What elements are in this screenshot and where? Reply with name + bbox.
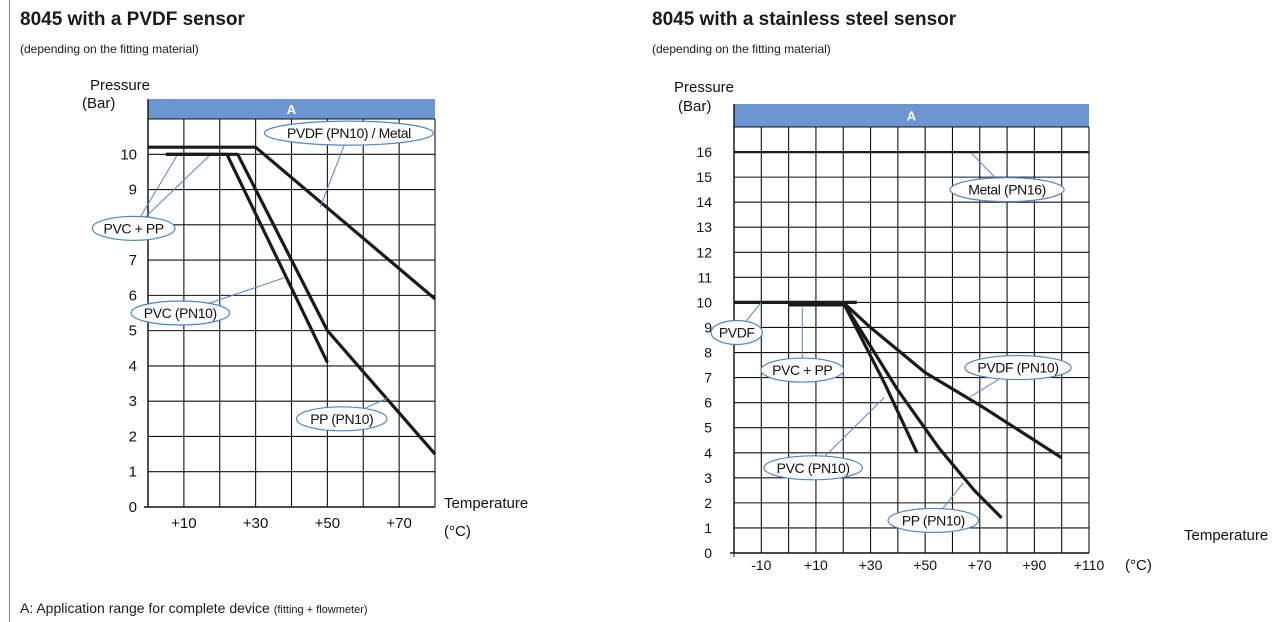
x-tick-label: +10 [804, 557, 828, 573]
y-tick-label: 0 [704, 545, 712, 561]
band-label: A [907, 109, 917, 124]
callout-oval [760, 357, 845, 383]
chart-pvdf-sensor: A012345678910+10+30+50+70Pressure(Bar)Te… [82, 77, 528, 540]
x-tick-label: +30 [859, 557, 883, 573]
callout-oval [263, 120, 434, 146]
x-tick-label: +50 [913, 557, 937, 573]
y-tick-label: 2 [129, 428, 137, 445]
callout-oval [949, 177, 1065, 203]
callout-oval [763, 455, 863, 481]
x-tick-label: +10 [171, 515, 196, 532]
y-tick-label: 4 [704, 445, 712, 461]
y-tick-label: 4 [129, 358, 137, 375]
y-tick-label: 1 [704, 520, 712, 536]
y-tick-label: 6 [704, 395, 712, 411]
callout-label: PVC + PP [772, 362, 832, 378]
series-line [165, 152, 437, 456]
callout-label: PP (PN10) [902, 512, 965, 528]
callout-oval [710, 319, 764, 346]
y-tick-label: 3 [704, 470, 712, 486]
footnote-small-text: (fitting + flowmeter) [273, 604, 368, 616]
y-tick-label: 7 [129, 252, 137, 269]
chart-subtitle: (depending on the fitting material) [652, 42, 831, 56]
y-tick-label: 10 [120, 146, 137, 163]
y-tick-label: 14 [696, 194, 712, 210]
footnote: A: Application range for complete device… [20, 600, 368, 616]
x-tick-label: +50 [315, 515, 340, 532]
chart-title: 8045 with a stainless steel sensor [652, 9, 957, 30]
y-tick-label: 5 [704, 420, 712, 436]
y-tick-label: 5 [129, 323, 137, 340]
x-tick-label: +70 [968, 557, 992, 573]
y-tick-label: 2 [704, 495, 712, 511]
x-axis-unit: (°C) [1125, 557, 1152, 574]
y-tick-label: 13 [696, 219, 712, 235]
chart-title: 8045 with a PVDF sensor [20, 9, 245, 30]
callout-label: PVDF [719, 324, 755, 340]
x-tick-label: +90 [1023, 557, 1047, 573]
callout-oval [130, 300, 231, 326]
y-tick-label: 3 [129, 393, 137, 410]
y-tick-label: 8 [704, 345, 712, 361]
x-axis-label: Temperature [444, 495, 528, 512]
callout-oval [295, 406, 388, 432]
y-axis-label: Pressure [90, 77, 150, 94]
series-line [841, 301, 1003, 520]
chart-subtitle: (depending on the fitting material) [20, 42, 199, 56]
y-tick-label: 9 [704, 319, 712, 335]
series-line [842, 301, 1063, 460]
x-tick-label: -10 [751, 557, 771, 573]
y-tick-label: 9 [129, 182, 137, 199]
series-line [841, 301, 919, 454]
y-tick-label: 15 [696, 169, 712, 185]
callout-label: PVC + PP [104, 220, 164, 236]
x-tick-label: +70 [386, 515, 411, 532]
y-tick-label: 0 [129, 499, 137, 516]
y-axis-label: Pressure [674, 79, 734, 96]
chart-panel-pvdf: 8045 with a PVDF sensor (depending on th… [20, 0, 620, 590]
series-line [148, 145, 437, 301]
x-tick-label: +30 [243, 515, 268, 532]
y-tick-label: 16 [696, 144, 712, 160]
footnote-text: A: Application range for complete device [20, 600, 274, 616]
y-tick-label: 12 [696, 244, 712, 260]
x-axis-label: Temperature [1184, 527, 1268, 544]
callout-label: PP (PN10) [310, 411, 373, 427]
y-tick-label: 11 [697, 269, 712, 285]
chart-panel-stainless: 8045 with a stainless steel sensor (depe… [652, 0, 1268, 590]
callout-label: PVC (PN10) [144, 305, 217, 321]
application-range-band [734, 104, 1089, 127]
y-tick-label: 7 [704, 370, 712, 386]
callout-oval [91, 215, 176, 241]
callout-oval [964, 354, 1072, 381]
y-tick-label: 10 [696, 294, 712, 310]
band-label: A [287, 102, 297, 117]
x-tick-label: +110 [1074, 557, 1105, 573]
y-axis-unit: (Bar) [82, 95, 115, 112]
callout-label: Metal (PN16) [968, 182, 1046, 198]
callout-label: PVDF (PN10) / Metal [287, 125, 411, 141]
x-axis-unit: (°C) [444, 523, 471, 540]
left-border-rule [9, 0, 10, 622]
callout-oval [887, 507, 980, 534]
application-range-band [148, 99, 435, 119]
callout-label: PVDF (PN10) [977, 360, 1058, 376]
y-axis-unit: (Bar) [678, 98, 711, 115]
y-tick-label: 1 [129, 464, 137, 481]
y-tick-label: 6 [129, 287, 137, 304]
callout-label: PVC (PN10) [777, 460, 850, 476]
